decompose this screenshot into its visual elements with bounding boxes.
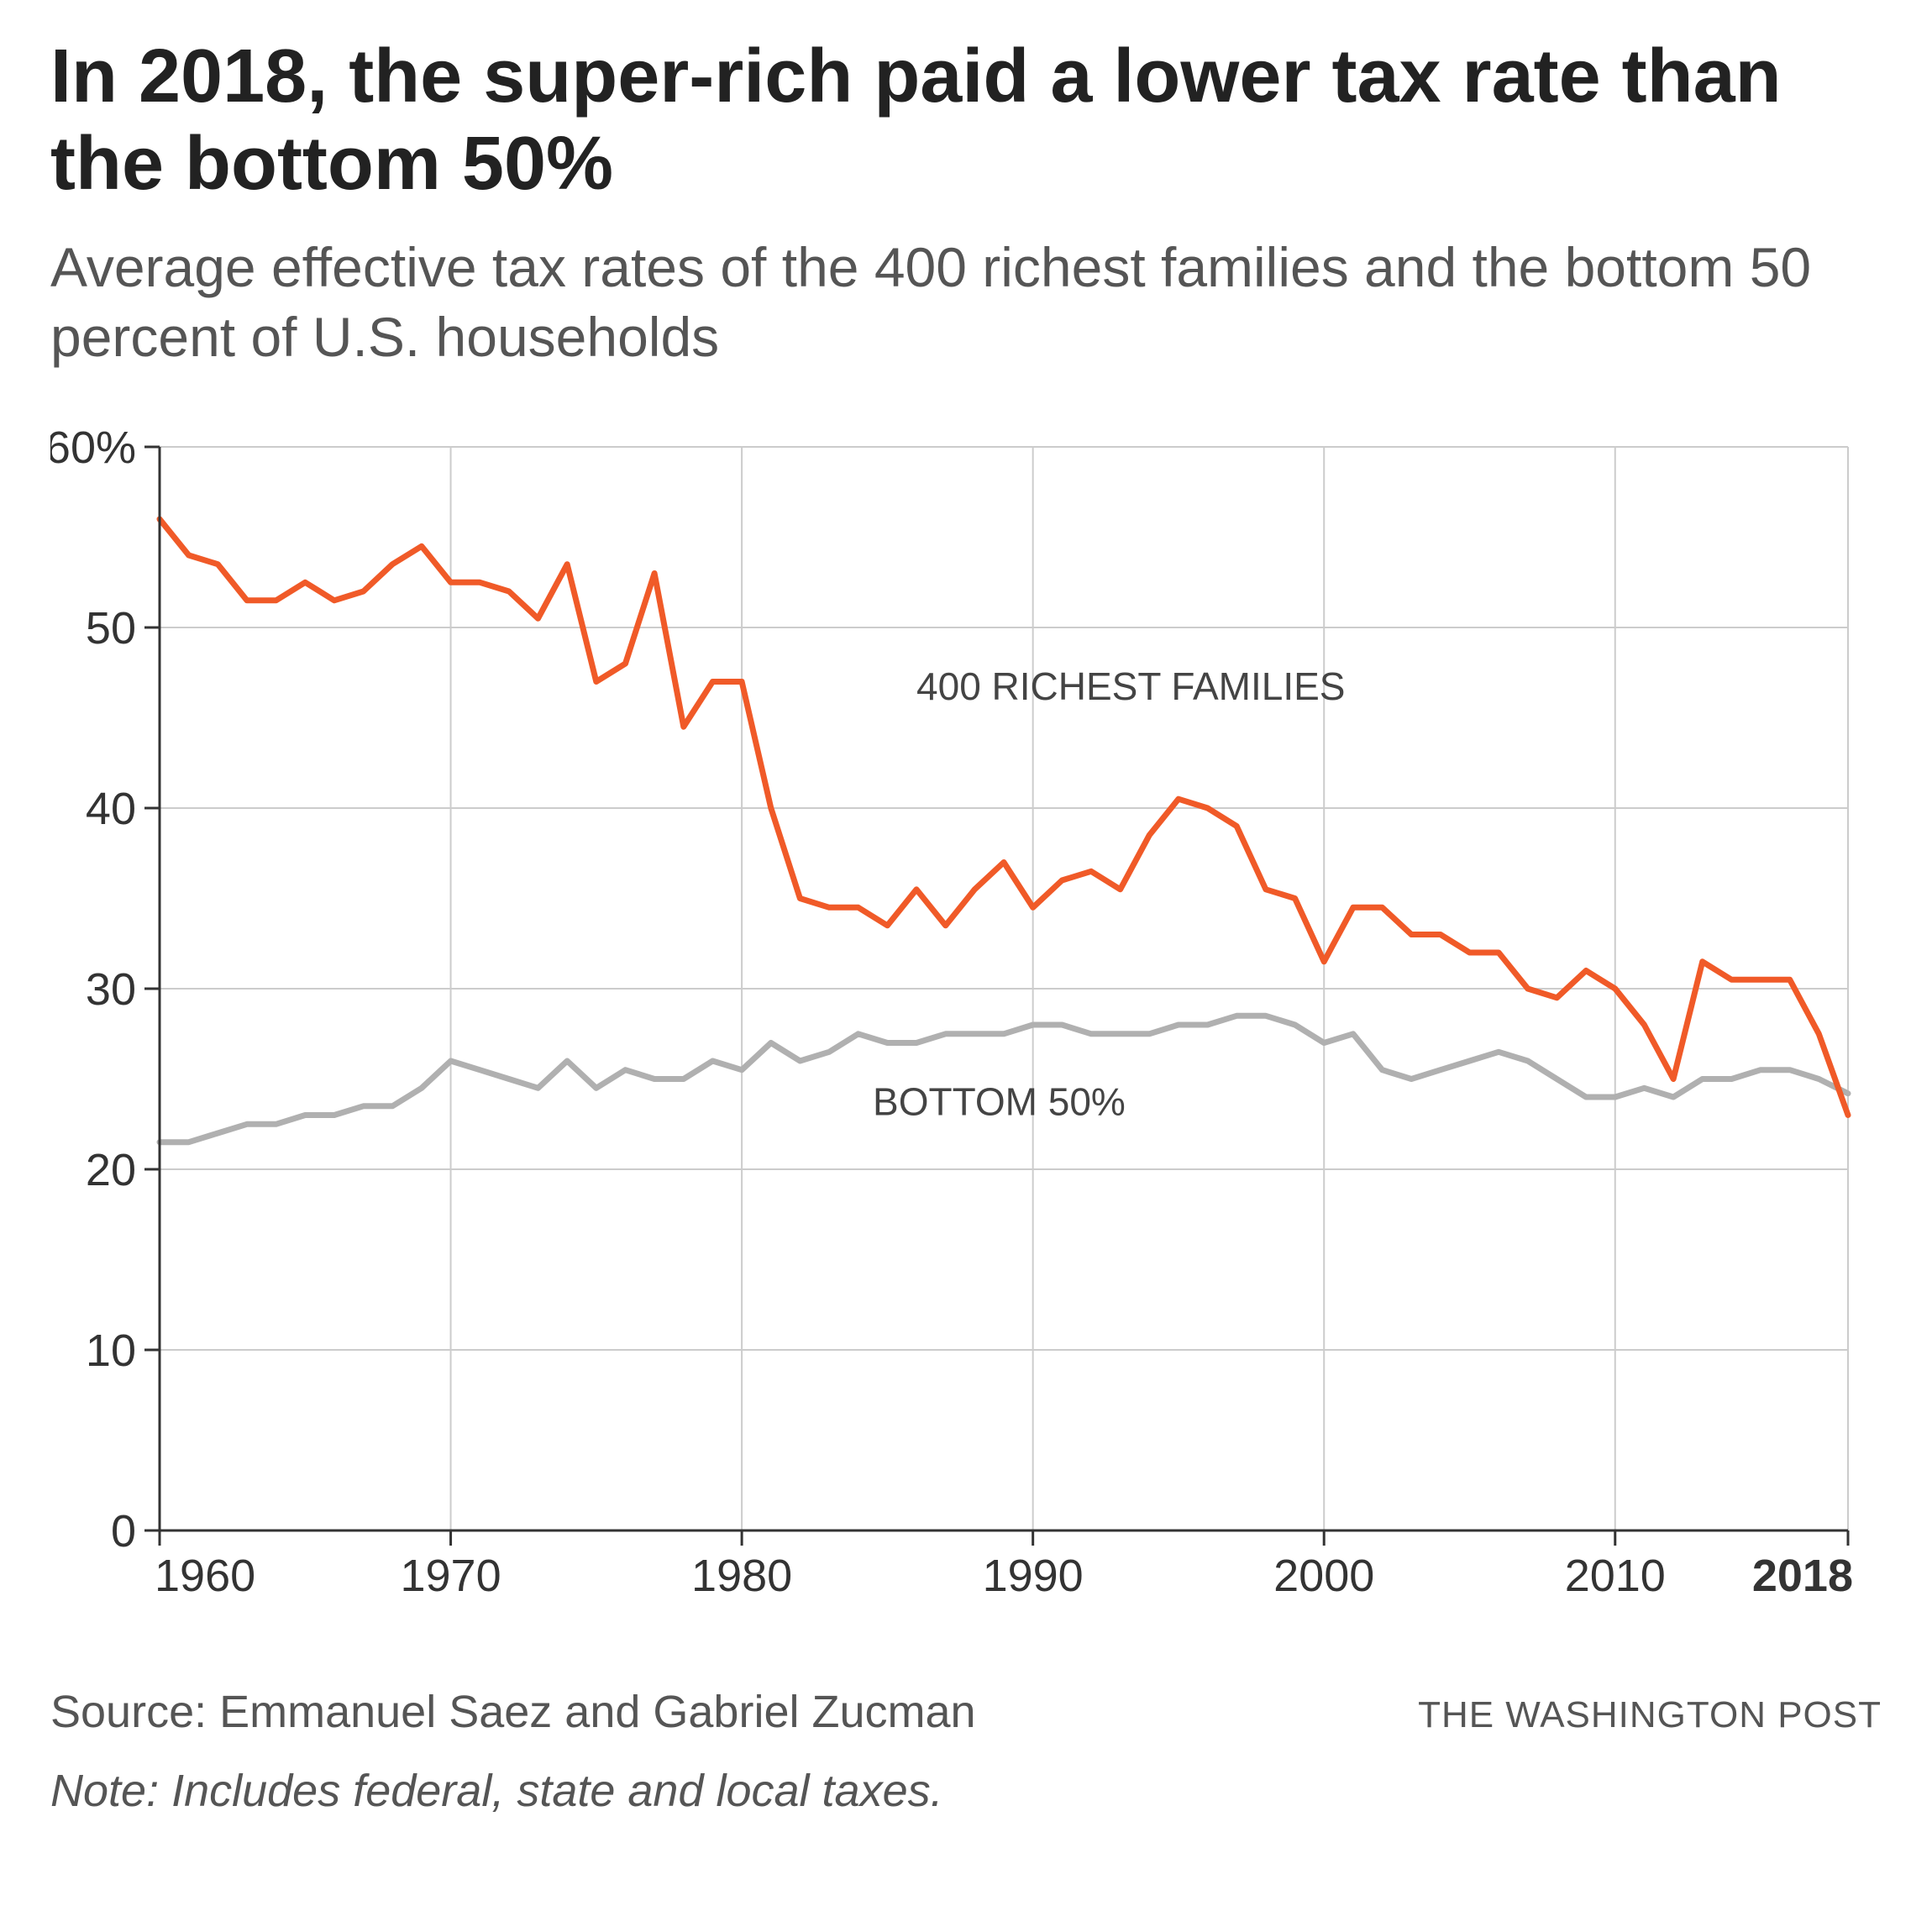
chart-title: In 2018, the super-rich paid a lower tax… — [50, 34, 1882, 207]
series-label: BOTTOM 50% — [873, 1080, 1126, 1124]
line-chart: 0 10 20 30 40 50 60% 1960 1970 1980 1990 2000 2010 20… — [50, 430, 1882, 1623]
y-tick-label: 60% — [50, 430, 136, 473]
y-tick-label: 30 — [86, 964, 136, 1015]
chart-container: 0 10 20 30 40 50 60% 1960 1970 1980 1990 2000 2010 20… — [50, 430, 1882, 1627]
publication-label: THE WASHINGTON POST — [1418, 1694, 1882, 1736]
y-tick-label: 40 — [86, 784, 136, 834]
x-tick-label: 1990 — [983, 1551, 1084, 1601]
x-tick-label: 1970 — [400, 1551, 501, 1601]
x-tick-label: 2010 — [1565, 1551, 1666, 1601]
x-tick-label: 2000 — [1273, 1551, 1374, 1601]
x-tick-label: 1980 — [691, 1551, 792, 1601]
y-tick-label: 20 — [86, 1145, 136, 1195]
y-tick-label: 0 — [111, 1506, 136, 1557]
y-tick-label: 10 — [86, 1326, 136, 1376]
series-label: 400 RICHEST FAMILIES — [916, 664, 1345, 708]
x-tick-label: 2018 — [1752, 1551, 1853, 1601]
x-tick-label: 1960 — [155, 1551, 255, 1601]
source-label: Source: Emmanuel Saez and Gabriel Zucman — [50, 1686, 976, 1738]
chart-note: Note: Includes federal, state and local … — [50, 1765, 1882, 1817]
y-tick-label: 50 — [86, 603, 136, 654]
chart-subtitle: Average effective tax rates of the 400 r… — [50, 233, 1882, 371]
